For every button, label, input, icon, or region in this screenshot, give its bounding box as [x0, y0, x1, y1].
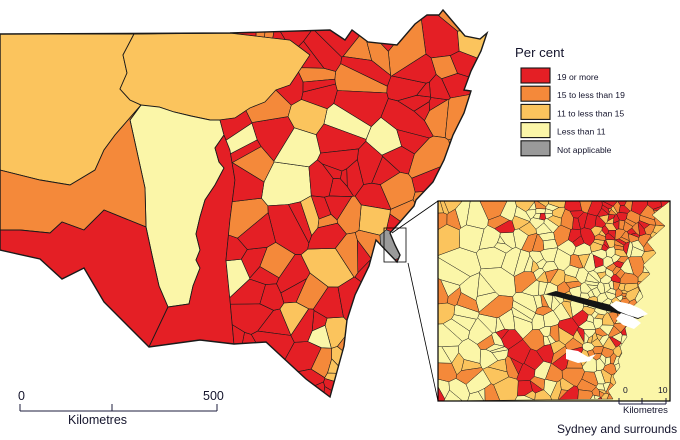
svg-text:Kilometres: Kilometres — [68, 413, 127, 427]
svg-text:Kilometres: Kilometres — [623, 405, 668, 416]
svg-text:Per cent: Per cent — [515, 45, 564, 60]
svg-text:15 to less than 19: 15 to less than 19 — [557, 90, 625, 100]
svg-text:Sydney and surrounds: Sydney and surrounds — [557, 422, 677, 436]
svg-text:19 or more: 19 or more — [557, 72, 599, 82]
svg-text:500: 500 — [203, 389, 224, 403]
svg-text:10: 10 — [658, 385, 668, 395]
svg-text:Not applicable: Not applicable — [557, 145, 612, 155]
svg-text:0: 0 — [18, 389, 25, 403]
svg-text:11 to less than 15: 11 to less than 15 — [557, 108, 624, 118]
svg-text:Less than 11: Less than 11 — [557, 127, 606, 137]
svg-text:0: 0 — [623, 385, 628, 395]
